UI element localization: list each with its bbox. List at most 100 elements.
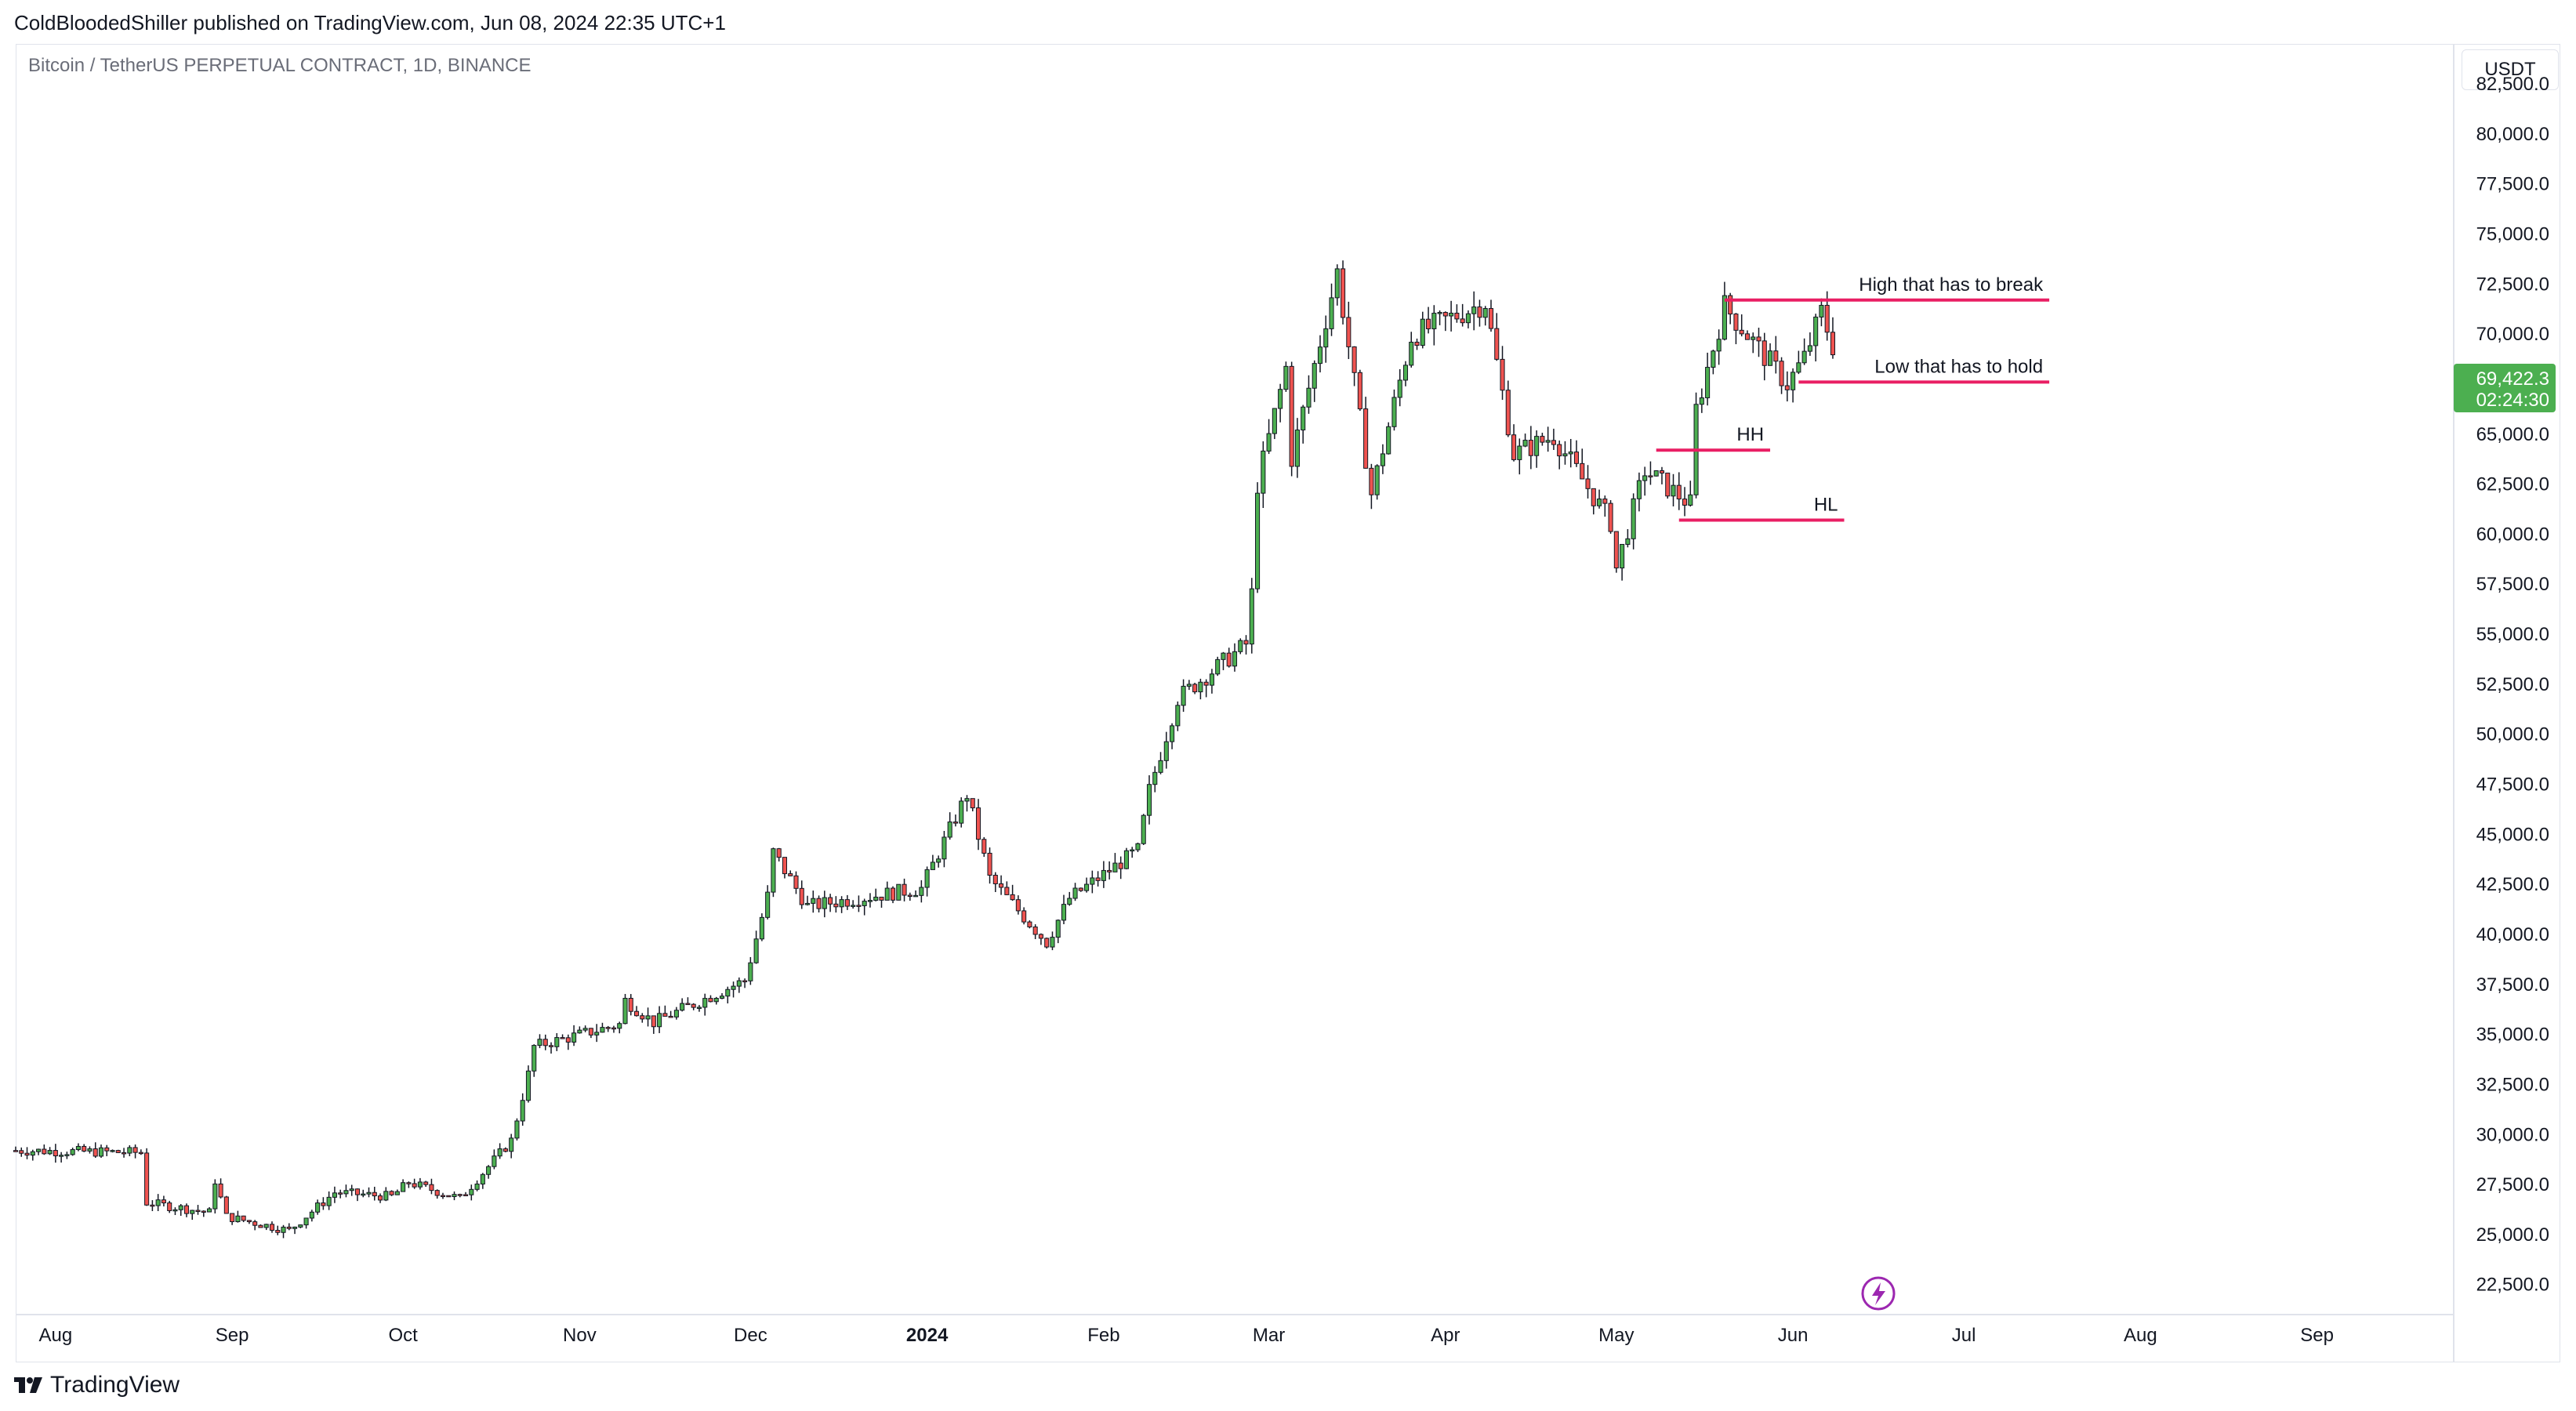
currency-selector[interactable]: USDT (2462, 49, 2559, 90)
candle-body (1004, 887, 1010, 895)
candle-body (183, 1205, 190, 1214)
candle-body (1705, 367, 1711, 399)
candle (913, 890, 919, 898)
annotation-high-that-has-to-break[interactable]: High that has to break (1724, 274, 2050, 302)
candle-body (1420, 318, 1425, 346)
candle-body (1819, 304, 1824, 317)
candle-body (1460, 318, 1465, 324)
candle (1095, 871, 1101, 887)
candle-body (1278, 389, 1283, 409)
candle-body (1551, 440, 1556, 445)
candle-body (600, 1027, 605, 1033)
candle (1341, 260, 1346, 325)
candle-body (765, 891, 771, 918)
candle (1449, 300, 1454, 332)
candle (1386, 422, 1391, 455)
annotation-hl[interactable]: HL (1678, 495, 1845, 522)
candle (713, 996, 719, 1005)
candle (503, 1147, 508, 1152)
candle-body (1756, 336, 1761, 342)
candle (457, 1193, 463, 1198)
candle (1152, 766, 1158, 793)
candle (230, 1213, 235, 1225)
candle (183, 1203, 190, 1217)
candle-body (1402, 365, 1409, 381)
candle-body (258, 1224, 263, 1228)
candle (1232, 643, 1238, 672)
candle-body (633, 1010, 640, 1017)
candle (326, 1191, 332, 1210)
candle (844, 894, 850, 910)
candle (582, 1025, 588, 1032)
candle (884, 881, 890, 901)
candle (942, 830, 947, 868)
lightning-icon[interactable] (1861, 1276, 1896, 1311)
candle-body (42, 1148, 47, 1155)
candle (560, 1034, 565, 1039)
candle (492, 1149, 497, 1170)
candle-body (1323, 328, 1329, 348)
candle-body (1659, 470, 1665, 473)
candle (321, 1197, 326, 1210)
candle (828, 894, 833, 912)
candle (1608, 500, 1613, 534)
candle-body (873, 896, 879, 901)
candle-body (930, 861, 935, 870)
candle (1636, 472, 1642, 512)
candle-body (1585, 478, 1591, 489)
symbol-title[interactable]: Bitcoin / TetherUS PERPETUAL CONTRACT, 1… (28, 55, 532, 76)
candle (554, 1032, 560, 1051)
candle-body (867, 900, 873, 902)
candle-body (1095, 877, 1101, 881)
candle (617, 1021, 622, 1034)
candle-body (423, 1181, 429, 1185)
candle (497, 1143, 503, 1159)
candle-body (736, 980, 742, 987)
candle (702, 993, 708, 1016)
candle-body (309, 1211, 314, 1219)
candle (1380, 444, 1385, 474)
candle (1186, 680, 1192, 691)
annotation-hh[interactable]: HH (1656, 424, 1771, 452)
candle-body (947, 822, 952, 838)
candle-body (1739, 329, 1744, 335)
candle-body (1289, 365, 1294, 467)
candle (867, 893, 873, 908)
annotation-low-that-has-to-hold[interactable]: Low that has to hold (1798, 356, 2050, 384)
candle (281, 1224, 286, 1239)
candle (1283, 361, 1289, 392)
candle-body (811, 898, 816, 904)
candle-body (150, 1204, 155, 1207)
candle (292, 1226, 298, 1235)
annotation-label: HH (1736, 424, 1764, 445)
tradingview-logo[interactable]: TradingView (14, 1372, 180, 1398)
candle (833, 896, 839, 913)
candle (896, 883, 902, 901)
candle (207, 1206, 212, 1213)
candle (879, 896, 884, 908)
candle (1688, 481, 1693, 507)
candle-body (1682, 499, 1688, 506)
candle (1346, 301, 1351, 360)
candle-body (383, 1191, 389, 1201)
candle-body (1175, 705, 1181, 727)
candle-body (992, 874, 998, 884)
candle-body (1796, 362, 1801, 373)
candle-body (1044, 938, 1050, 948)
candle (218, 1178, 223, 1199)
y-tick-label: 75,000.0 (2476, 224, 2549, 245)
candle-body (281, 1226, 286, 1233)
candle (992, 872, 998, 893)
candle (1568, 438, 1573, 468)
candle-body (1751, 336, 1756, 340)
candle-body (1363, 408, 1369, 469)
candle-body (138, 1152, 143, 1155)
candle-body (1676, 484, 1682, 500)
y-tick-label: 32,500.0 (2476, 1074, 2549, 1095)
candle-body (497, 1148, 503, 1157)
candle (1135, 842, 1141, 852)
candle (708, 995, 713, 1003)
candle (338, 1189, 343, 1199)
candle-body (469, 1188, 474, 1195)
